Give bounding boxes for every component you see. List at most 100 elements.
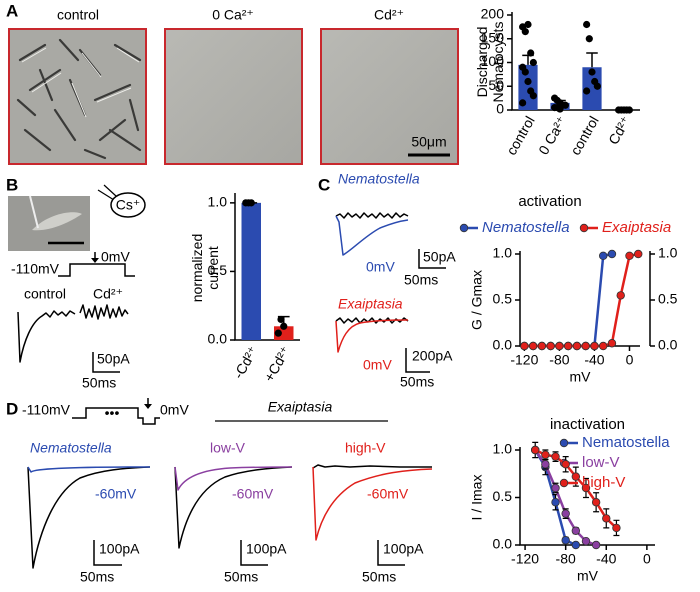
- voltage-label: 0mV: [366, 259, 395, 275]
- y-tick-label: 0.5: [208, 262, 228, 278]
- nematocyst-highlights: [21, 47, 140, 118]
- data-point: [593, 82, 601, 90]
- scale-label: 100pA: [246, 541, 287, 557]
- y-tick-label: 1.0: [658, 245, 678, 261]
- ion-label: Cs⁺: [116, 197, 141, 213]
- data-point: [602, 514, 611, 523]
- data-point: [274, 329, 282, 337]
- legend-marker: [459, 223, 469, 233]
- axis: [519, 447, 655, 546]
- data-point: [625, 251, 634, 261]
- cell-outline: [32, 212, 82, 231]
- data-point: [551, 498, 560, 507]
- data-point: [591, 540, 601, 550]
- data-point: [520, 341, 529, 351]
- data-point: [591, 498, 601, 507]
- y-axis-label: G / Gmax: [469, 270, 485, 330]
- trace-label: control: [24, 286, 66, 302]
- scale-label: 50pA: [97, 351, 130, 367]
- y-tick-label: 0.5: [493, 488, 513, 504]
- data-point: [561, 536, 570, 545]
- x-axis-label: mV: [570, 369, 592, 385]
- y-tick-label: 0: [496, 101, 504, 117]
- voltage-label: -60mV: [367, 486, 409, 502]
- data-point: [581, 537, 591, 546]
- y-tick-label: 1.0: [208, 194, 228, 210]
- data-point: [612, 523, 621, 533]
- scale-bar: [92, 352, 120, 373]
- data-point: [588, 68, 596, 76]
- legend-marker: [579, 223, 589, 233]
- panel-letter: B: [6, 175, 18, 194]
- x-tick-label: -80: [549, 352, 569, 368]
- protocol-label: -110mV: [11, 261, 60, 277]
- data-point: [572, 341, 582, 351]
- current-trace: [174, 466, 293, 491]
- group-label: Exaiptasia: [268, 399, 333, 415]
- current-trace: [174, 466, 293, 549]
- y-tick-label: 0.0: [658, 337, 678, 353]
- data-point: [519, 99, 527, 107]
- x-tick-label: -40: [584, 352, 604, 368]
- trace-label: Nematostella: [30, 440, 112, 456]
- data-point: [571, 540, 581, 550]
- trace-label: Cd²⁺: [93, 286, 123, 302]
- data-point: [527, 49, 535, 57]
- legend-marker: [559, 438, 569, 448]
- legend-marker: [559, 478, 569, 488]
- chart-title: activation: [518, 193, 581, 210]
- data-point: [280, 322, 288, 330]
- data-point: [277, 315, 285, 324]
- scale-label: 50ms: [362, 569, 396, 585]
- data-point: [531, 445, 540, 455]
- y-axis-label: I / Imax: [469, 475, 485, 521]
- scale-bar: [377, 540, 405, 566]
- data-point: [607, 249, 617, 259]
- x-tick-label: control: [567, 113, 602, 157]
- image-label: control: [57, 7, 99, 23]
- image-label: 0 Ca²⁺: [212, 7, 254, 23]
- x-tick-label: -80: [556, 551, 576, 567]
- x-tick-label: -120: [511, 551, 539, 567]
- voltage-protocol: [58, 263, 135, 277]
- scale-bar: [240, 540, 268, 566]
- y-tick-label: 0.5: [493, 291, 513, 307]
- current-trace: [27, 466, 151, 569]
- trace-label: low-V: [210, 440, 246, 456]
- data-point: [616, 291, 625, 300]
- current-trace: [335, 212, 409, 219]
- current-trace: [335, 317, 409, 324]
- data-point: [607, 339, 617, 348]
- data-point: [529, 58, 537, 67]
- y-tick-label: 0.0: [208, 331, 228, 347]
- data-point: [551, 452, 560, 461]
- species-label: Exaiptasia: [338, 296, 403, 312]
- x-tick-label: 0: [626, 352, 634, 368]
- data-point: [524, 20, 532, 29]
- y-tick-label: 150: [481, 29, 505, 45]
- x-tick-label: 0 Ca²⁺: [535, 113, 570, 157]
- y-tick-label: 0.0: [493, 536, 513, 552]
- scale-bar: [418, 249, 446, 269]
- legend-label: low-V: [582, 454, 620, 471]
- pipette-icon: [97, 189, 115, 201]
- current-trace: [312, 464, 432, 469]
- protocol-label: 0mV: [101, 249, 130, 265]
- arrow-head: [91, 258, 99, 263]
- current-trace: [312, 466, 433, 541]
- bar: [582, 67, 602, 110]
- y-axis-label: Discharged Nematocysts: [474, 21, 506, 103]
- y-tick-label: 200: [481, 6, 505, 22]
- y-tick-label: 100: [481, 53, 505, 69]
- data-point: [551, 483, 560, 493]
- scale-label: 50ms: [82, 375, 116, 391]
- legend-label: high-V: [582, 474, 625, 491]
- data-point: [524, 77, 532, 86]
- data-point: [634, 249, 643, 259]
- scale-label: 50ms: [224, 569, 258, 585]
- y-axis-label: normalized current: [189, 233, 221, 303]
- scale-bar: [405, 348, 430, 373]
- data-point: [581, 341, 590, 351]
- data-point: [599, 341, 608, 351]
- data-point: [563, 341, 573, 351]
